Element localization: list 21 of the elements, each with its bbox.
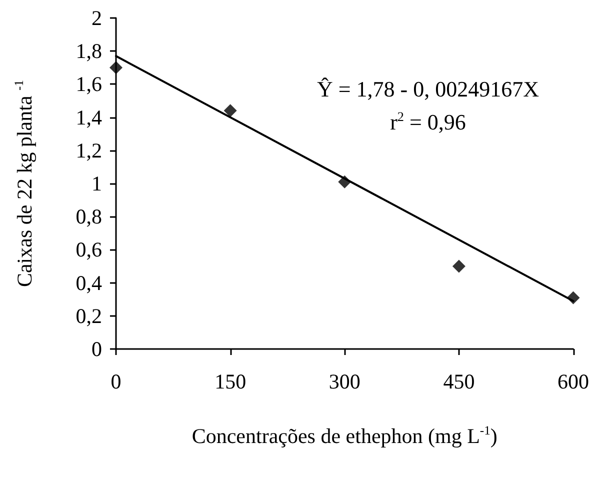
y-tick-label: 1,2 [76, 138, 102, 162]
y-tick-label: 1,6 [76, 72, 102, 96]
point [452, 260, 466, 273]
y-tick-label: 1,8 [76, 39, 102, 64]
x-tick-label: 450 [443, 370, 475, 394]
x-tick-label: 0 [110, 370, 122, 394]
y-tick-label: 0,2 [76, 304, 102, 328]
y-tick-label: 1 [92, 172, 102, 196]
y-tick-label: 0,4 [76, 270, 102, 295]
x-tick-label: 300 [328, 370, 360, 394]
y-axis-title: Caixas de 22 kg planta -1 [12, 80, 36, 288]
point [110, 61, 122, 74]
annotation: Ŷ = 1,78 - 0, 00249167X [316, 76, 540, 102]
y-tick-label: 2 [92, 6, 102, 30]
y-tick-label: 0,6 [76, 238, 102, 262]
y-tick-label: 0,8 [76, 204, 102, 229]
x-tick-label: 600 [558, 370, 589, 394]
y-tick-label: 1,4 [76, 105, 102, 130]
y-tick-label: 0 [92, 337, 102, 361]
x-tick-label: 150 [214, 370, 246, 394]
point [224, 104, 237, 118]
